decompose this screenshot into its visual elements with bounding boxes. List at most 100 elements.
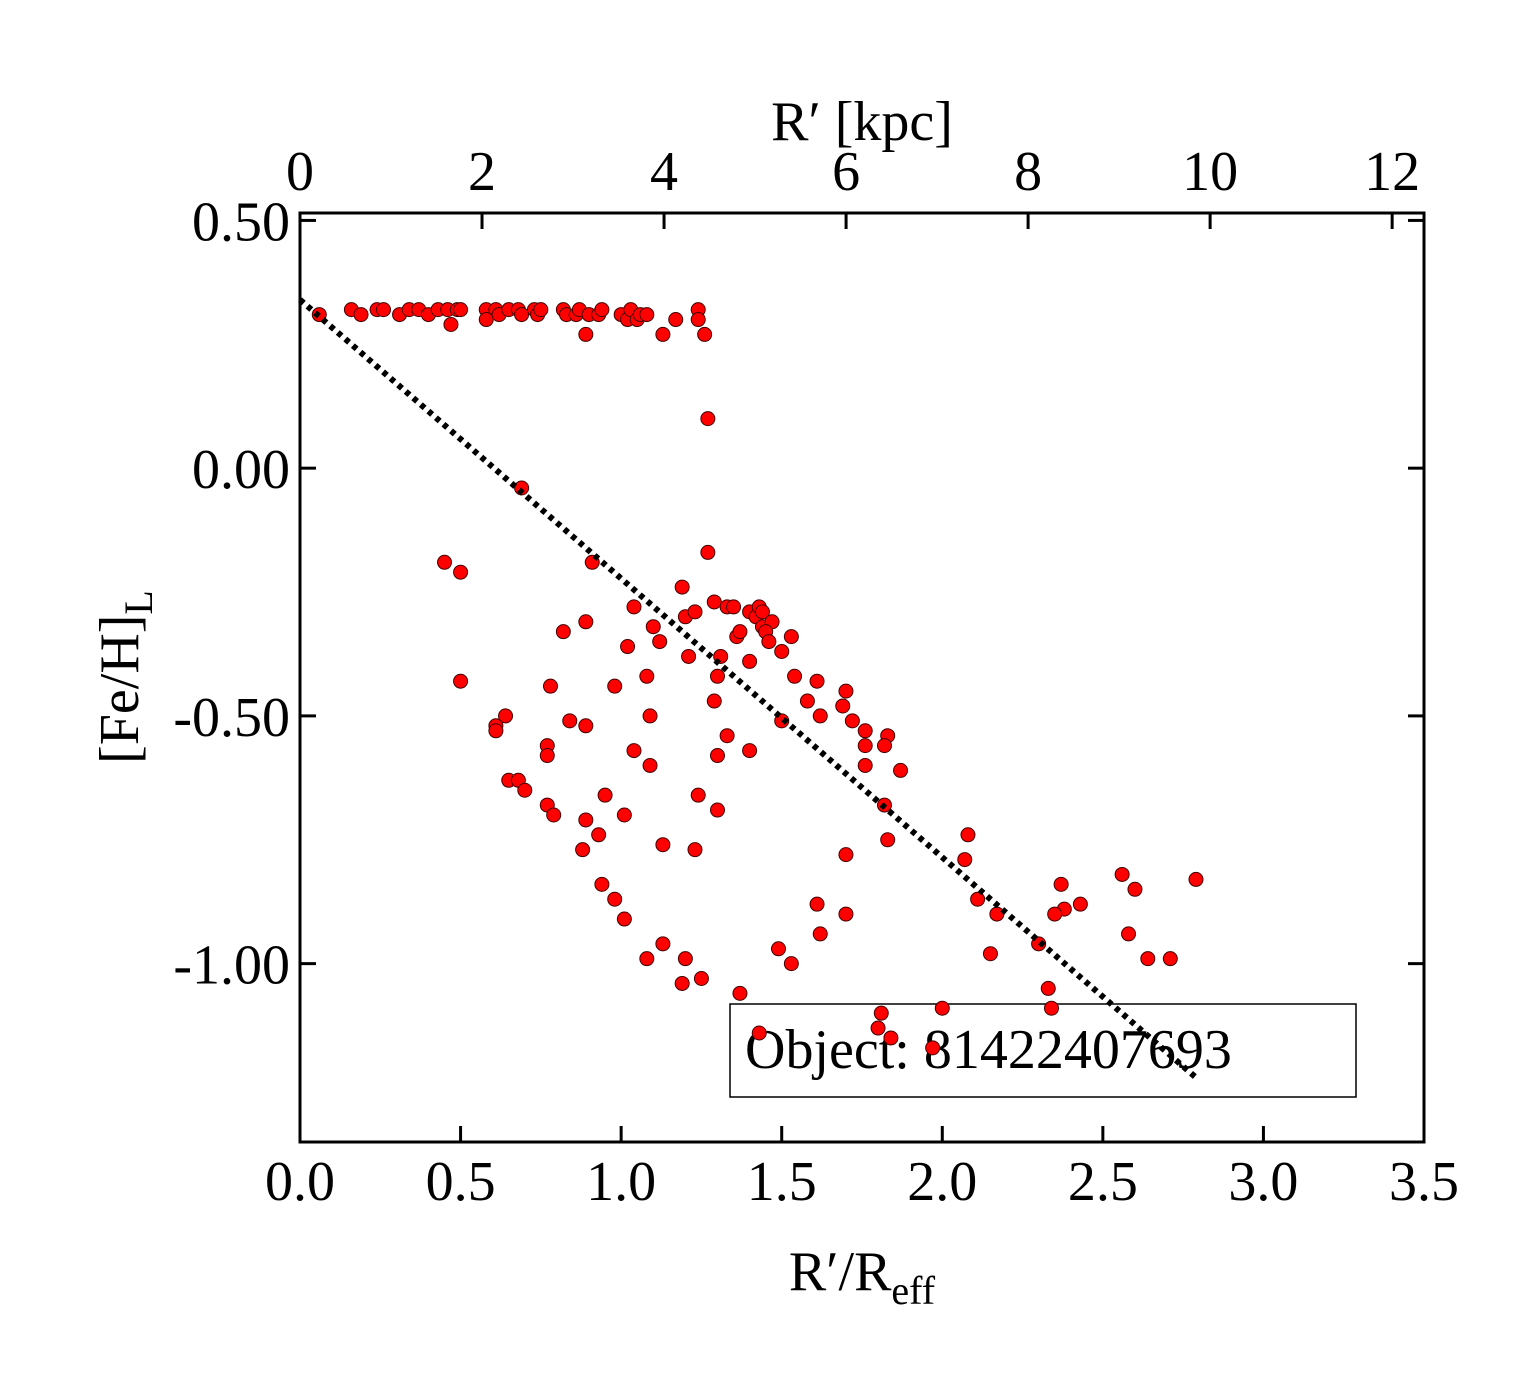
- x-axis-label-main: R′/R: [789, 1241, 892, 1303]
- annotation: Object: 81422407693: [745, 1019, 1232, 1081]
- point: [809, 896, 825, 912]
- point: [353, 307, 369, 323]
- y-axis-label-main: [Fe/H]: [89, 615, 151, 764]
- point: [957, 852, 973, 868]
- point: [594, 302, 610, 318]
- point: [1047, 906, 1063, 922]
- x2-tick-label: 2: [468, 141, 496, 203]
- point: [591, 827, 607, 843]
- point: [578, 718, 594, 734]
- point: [838, 906, 854, 922]
- point: [677, 951, 693, 967]
- x-tick-label: 1.0: [586, 1151, 656, 1213]
- point: [812, 926, 828, 942]
- point: [597, 787, 613, 803]
- point: [1121, 926, 1137, 942]
- point: [620, 639, 636, 655]
- point: [375, 302, 391, 318]
- point: [514, 307, 530, 323]
- point: [642, 757, 658, 773]
- point: [706, 693, 722, 709]
- point: [655, 936, 671, 952]
- point: [478, 312, 494, 328]
- y-tick-label: 0.50: [192, 191, 290, 253]
- point: [787, 668, 803, 684]
- point: [668, 312, 684, 328]
- point: [835, 698, 851, 714]
- point: [693, 970, 709, 986]
- point: [1072, 896, 1088, 912]
- point: [642, 708, 658, 724]
- y-tick-label: -0.50: [173, 687, 290, 749]
- point: [546, 807, 562, 823]
- point: [838, 683, 854, 699]
- point: [742, 743, 758, 759]
- point: [578, 614, 594, 630]
- point: [655, 326, 671, 342]
- point: [453, 564, 469, 580]
- point: [706, 594, 722, 610]
- point: [934, 1000, 950, 1016]
- point: [687, 604, 703, 620]
- point: [1140, 951, 1156, 967]
- point: [578, 326, 594, 342]
- point: [607, 891, 623, 907]
- point: [880, 832, 896, 848]
- point: [857, 738, 873, 754]
- point: [700, 544, 716, 560]
- point: [674, 579, 690, 595]
- point: [690, 787, 706, 803]
- point: [453, 302, 469, 318]
- point: [719, 728, 735, 744]
- y-tick-label: -1.00: [173, 935, 290, 997]
- x-axis-label: R′/Reff: [789, 1241, 936, 1313]
- point: [771, 941, 787, 957]
- point: [732, 985, 748, 1001]
- point: [1114, 866, 1130, 882]
- point: [838, 847, 854, 863]
- point: [626, 743, 642, 759]
- point: [783, 956, 799, 972]
- point: [989, 906, 1005, 922]
- point: [732, 624, 748, 640]
- point: [517, 782, 533, 798]
- point: [639, 668, 655, 684]
- x2-tick-label: 6: [832, 141, 860, 203]
- point: [575, 842, 591, 858]
- point: [616, 911, 632, 927]
- point: [443, 316, 459, 332]
- point: [754, 604, 770, 620]
- point: [498, 708, 514, 724]
- point: [578, 812, 594, 828]
- point: [594, 876, 610, 892]
- point: [876, 738, 892, 754]
- point: [893, 762, 909, 778]
- point: [873, 1005, 889, 1021]
- point: [639, 951, 655, 967]
- point: [925, 1040, 941, 1056]
- point: [883, 1030, 899, 1046]
- point: [690, 312, 706, 328]
- point: [655, 837, 671, 853]
- point: [857, 723, 873, 739]
- point: [639, 307, 655, 323]
- point: [812, 708, 828, 724]
- point: [616, 807, 632, 823]
- point: [453, 673, 469, 689]
- point: [857, 757, 873, 773]
- point: [674, 975, 690, 991]
- annotation-box: [729, 1003, 1357, 1098]
- plot-frame: [298, 211, 1426, 1144]
- x2-tick-label: 12: [1364, 141, 1420, 203]
- point: [626, 599, 642, 615]
- x-tick-label: 1.5: [747, 1151, 817, 1213]
- y-axis-label: [Fe/H]L: [89, 590, 161, 764]
- x-axis-label-sub: eff: [891, 1268, 935, 1313]
- point: [960, 827, 976, 843]
- fit-line: [298, 297, 1198, 1080]
- x-tick-label: 2.5: [1068, 1151, 1138, 1213]
- point: [774, 643, 790, 659]
- y-axis-label-sub: L: [116, 590, 161, 614]
- point: [1162, 951, 1178, 967]
